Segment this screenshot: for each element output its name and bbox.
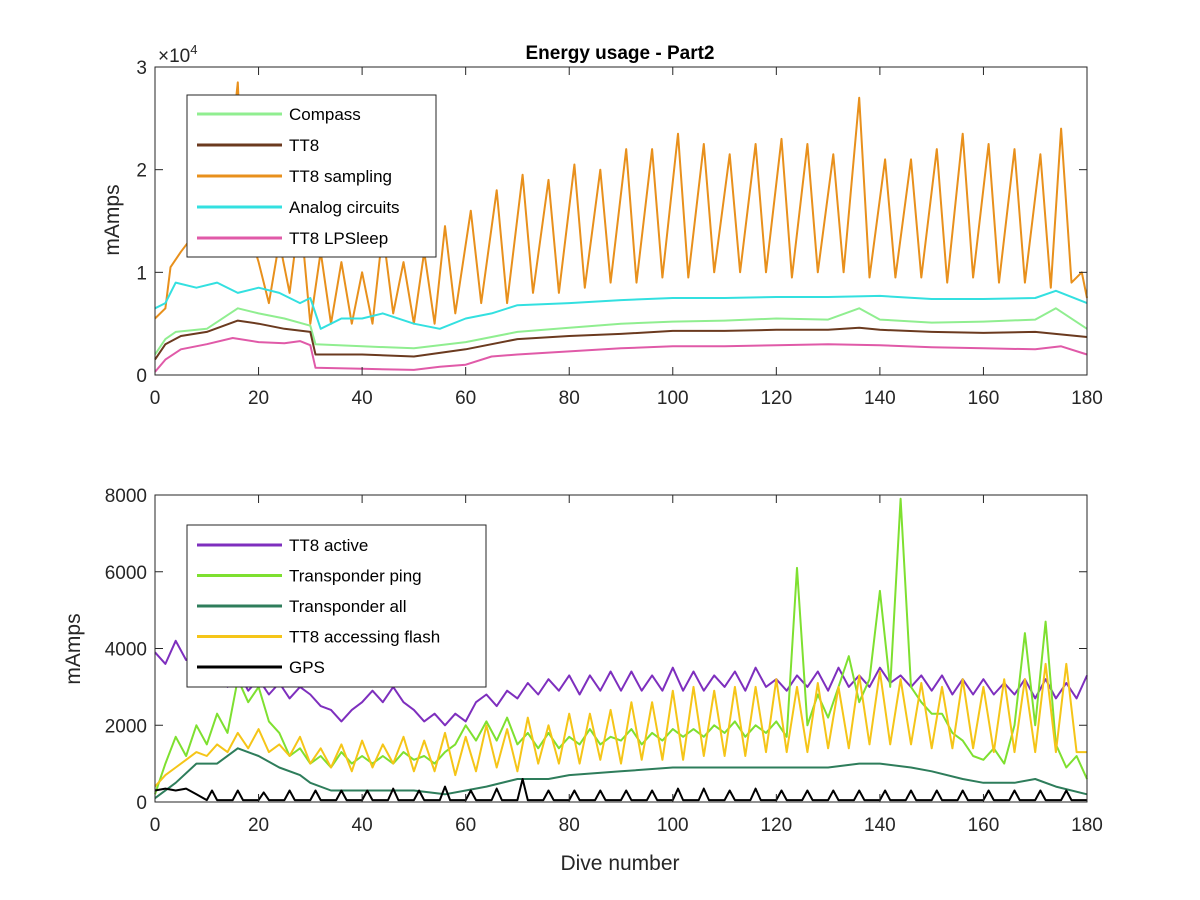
x-tick-label: 80	[559, 388, 580, 409]
legend: TT8 active Transponder ping Transponder al…	[186, 524, 487, 688]
y-tick-label: 2000	[105, 716, 147, 737]
legend-label: TT8 sampling	[289, 167, 392, 186]
y-tick-label: 4000	[105, 640, 147, 661]
series-line-transponder-all	[154, 747, 1088, 800]
series-lines	[154, 497, 1088, 802]
x-tick-label: 180	[1071, 388, 1103, 409]
x-tick-label: 100	[657, 388, 689, 409]
x-tick-label: 160	[968, 815, 1000, 836]
x-tick-label: 160	[968, 388, 1000, 409]
legend-label: Transponder all	[289, 597, 407, 616]
x-tick-label: 60	[455, 815, 476, 836]
legend-label: Compass	[289, 105, 361, 124]
legend-label: Analog circuits	[289, 198, 400, 217]
x-tick-label: 100	[657, 815, 689, 836]
x-tick-label: 60	[455, 388, 476, 409]
x-tick-label: 40	[352, 815, 373, 836]
legend-label: TT8	[289, 136, 319, 155]
x-tick-label: 120	[760, 815, 792, 836]
x-tick-label: 20	[248, 388, 269, 409]
x-tick-label: 0	[150, 815, 161, 836]
y-tick-label: 0	[136, 366, 147, 387]
series-line-tt8-accessing-flash	[154, 662, 1087, 788]
x-tick-label: 20	[248, 815, 269, 836]
x-tick-label: 0	[150, 388, 161, 409]
y-tick-label: 2	[136, 161, 147, 182]
chart-title: Energy usage - Part2	[525, 43, 714, 64]
y-tick-label: 1	[136, 263, 147, 284]
bottom-chart: mAmps Dive number 0 20 40 60 80 100 120 140 160 1…	[62, 486, 1103, 875]
y-tick-label: 6000	[105, 563, 147, 584]
x-tick-label: 140	[864, 388, 896, 409]
y-axis-title: mAmps	[101, 184, 124, 255]
legend-label: TT8 LPSleep	[289, 229, 388, 248]
axes-frame	[154, 66, 1088, 376]
series-lines	[154, 81, 1088, 373]
plot-area: 0 20 40 60 80 100 120 140 160 180 0 2000 4000 6000 800…	[105, 486, 1103, 836]
series-line-analog-circuits	[154, 281, 1088, 330]
series-line-tt8-sampling	[154, 81, 1088, 325]
y-exponent-label: ×104	[158, 42, 197, 67]
x-tick-label: 80	[559, 815, 580, 836]
x-tick-label: 180	[1071, 815, 1103, 836]
top-chart: Energy usage - Part2 ×104 mAmps 0 20 40 60 8…	[101, 42, 1103, 409]
y-tick-label: 0	[136, 793, 147, 814]
legend: Compass TT8 TT8 sampling Analog circuits TT8…	[186, 94, 437, 258]
legend-label: GPS	[289, 658, 325, 677]
series-line-tt8	[154, 319, 1088, 361]
y-axis-title: mAmps	[62, 613, 85, 684]
y-tick-label: 8000	[105, 486, 147, 507]
series-line-compass	[154, 307, 1088, 356]
plot-area: 0 20 40 60 80 100 120 140 160 180 0 1 2 3 Compass TT8 TT…	[136, 58, 1102, 409]
y-exponent-power: 4	[190, 42, 197, 57]
x-tick-label: 40	[352, 388, 373, 409]
y-exponent-base: ×10	[158, 46, 190, 67]
legend-label: TT8 accessing flash	[289, 628, 440, 647]
y-tick-label: 3	[136, 58, 147, 79]
series-line-tt8-lpsleep	[154, 337, 1088, 373]
legend-label: Transponder ping	[289, 567, 422, 586]
series-line-gps	[154, 778, 1087, 802]
legend-label: TT8 active	[289, 536, 368, 555]
x-tick-label: 120	[760, 388, 792, 409]
series-line-tt8-active	[154, 639, 1088, 727]
x-axis-title: Dive number	[560, 852, 679, 875]
x-tick-label: 140	[864, 815, 896, 836]
